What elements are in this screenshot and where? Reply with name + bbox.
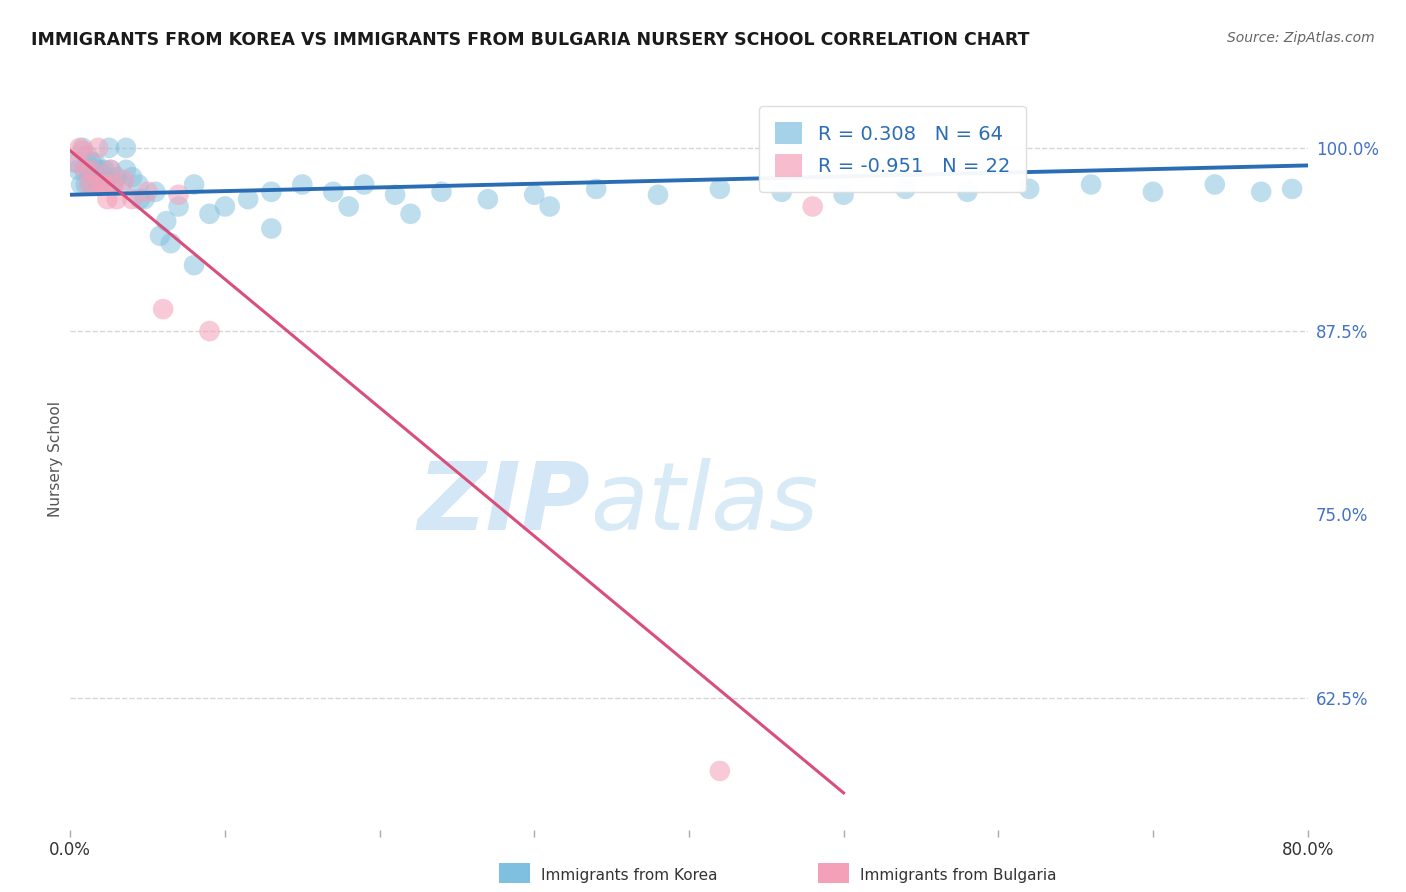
Text: IMMIGRANTS FROM KOREA VS IMMIGRANTS FROM BULGARIA NURSERY SCHOOL CORRELATION CHA: IMMIGRANTS FROM KOREA VS IMMIGRANTS FROM… [31,31,1029,49]
Point [80,162,103,177]
Point [70,178,93,192]
Point [523,187,546,202]
Point [114,173,135,187]
Point [84,155,107,169]
Point [121,170,143,185]
Point [72,141,94,155]
Point [167,187,190,202]
Point [103,178,125,192]
Point [832,187,855,202]
Point [87,178,110,192]
Point [121,192,143,206]
Point [1281,182,1303,196]
Point [770,185,793,199]
Text: Immigrants from Korea: Immigrants from Korea [541,869,718,883]
Point [77,178,100,192]
Point [322,185,344,199]
Point [238,192,260,206]
Point [956,185,979,199]
Point [69,141,91,155]
Point [75,178,97,192]
Point [430,185,453,199]
Point [82,162,105,177]
Point [73,162,96,177]
Point [149,228,172,243]
Point [93,178,115,192]
Point [291,178,314,192]
Point [105,170,128,185]
Point [894,182,917,196]
Point [145,185,166,199]
Point [77,162,100,177]
Point [167,199,190,213]
Point [84,178,107,192]
Point [709,182,731,196]
Point [214,199,236,213]
Point [538,199,561,213]
Point [110,178,132,192]
Point [183,178,205,192]
Point [79,178,101,192]
Point [76,148,98,162]
Point [198,207,221,221]
Point [96,192,118,206]
Text: atlas: atlas [591,458,818,549]
Point [80,155,103,169]
Point [155,214,177,228]
Point [127,178,149,192]
Point [129,192,152,206]
Point [384,187,406,202]
Point [67,162,90,177]
Point [353,178,375,192]
Point [105,192,128,206]
Text: Immigrants from Bulgaria: Immigrants from Bulgaria [860,869,1057,883]
Point [647,187,669,202]
Point [260,185,283,199]
Point [103,178,125,192]
Point [100,162,122,177]
Point [90,178,112,192]
Point [585,182,607,196]
Point [100,162,122,177]
Point [87,141,110,155]
Point [198,324,221,338]
Point [709,764,731,778]
Point [1250,185,1272,199]
Point [134,192,156,206]
Point [90,178,112,192]
Point [136,185,159,199]
Point [260,221,283,235]
Point [152,302,174,317]
Text: Source: ZipAtlas.com: Source: ZipAtlas.com [1227,31,1375,45]
Point [337,199,360,213]
Point [1142,185,1164,199]
Point [1018,182,1040,196]
Y-axis label: Nursery School: Nursery School [48,401,63,517]
Point [183,258,205,272]
Point [115,141,138,155]
Point [75,162,97,177]
Point [115,162,138,177]
Point [96,170,118,185]
Point [72,144,94,158]
Point [98,141,120,155]
Point [160,236,183,251]
Point [86,170,108,185]
Point [65,155,87,169]
Legend: R = 0.308   N = 64, R = -0.951   N = 22: R = 0.308 N = 64, R = -0.951 N = 22 [759,106,1025,192]
Point [93,162,115,177]
Point [1080,178,1102,192]
Point [1204,178,1226,192]
Point [89,162,111,177]
Point [63,155,86,169]
Point [477,192,499,206]
Text: ZIP: ZIP [418,458,591,549]
Point [399,207,422,221]
Point [801,199,824,213]
